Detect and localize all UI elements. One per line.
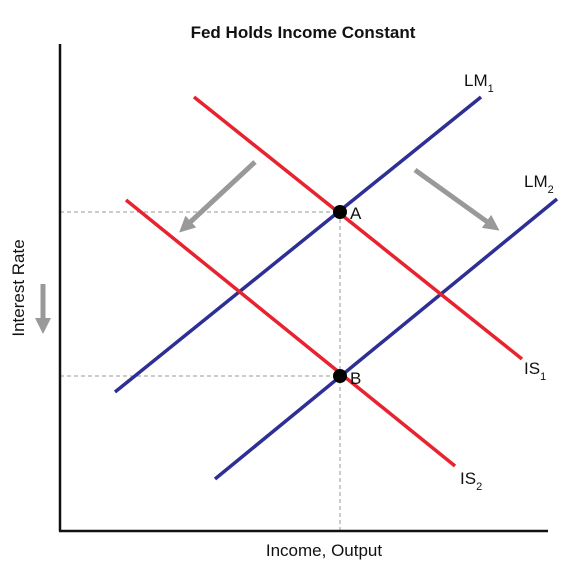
- lm1-curve: [113, 95, 483, 394]
- point-a-marker: [333, 205, 347, 219]
- arrow-down-left-icon: [179, 160, 257, 233]
- is1-curve: [192, 95, 524, 361]
- is2-subscript: 2: [476, 481, 482, 493]
- chart-title: Fed Holds Income Constant: [191, 23, 416, 42]
- x-axis-label: Income, Output: [266, 541, 383, 560]
- lm2-curve: [213, 197, 559, 481]
- lm1-label: LM1: [464, 71, 494, 95]
- lm1-subscript: 1: [488, 83, 494, 95]
- y-axis-label: Interest Rate: [9, 239, 28, 336]
- point-a-label: A: [350, 204, 362, 223]
- is2-label: IS2: [460, 469, 482, 493]
- point-b-marker: [333, 369, 347, 383]
- point-b-label: B: [350, 369, 361, 388]
- is1-label: IS1: [524, 359, 546, 383]
- lm2-subscript: 2: [548, 184, 554, 196]
- is1-subscript: 1: [540, 371, 546, 383]
- arrow-down-right-icon: [413, 167, 500, 231]
- lm2-label: LM2: [524, 172, 554, 196]
- is2-curve: [124, 198, 457, 468]
